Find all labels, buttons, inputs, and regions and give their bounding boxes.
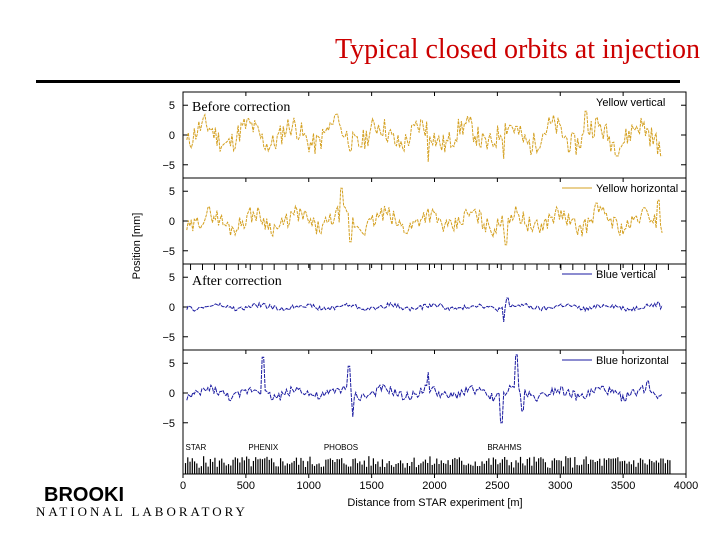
x-axis: 0 500 1000 1500 2000 2500 3000 3500 4000 bbox=[180, 474, 698, 492]
annotation-after-correction: After correction bbox=[192, 274, 282, 289]
y-tick-label: 5 bbox=[169, 186, 175, 198]
y-tick-label: 0 bbox=[169, 216, 175, 228]
x-tick-label: 1500 bbox=[359, 480, 383, 492]
legend-label: Blue horizontal bbox=[596, 355, 669, 367]
y-tick-label: −5 bbox=[162, 418, 175, 430]
lab-logo-subtext: NATIONAL LABORATORY bbox=[36, 504, 248, 519]
location-marker: PHOBOS bbox=[324, 443, 358, 452]
location-marker: BRAHMS bbox=[487, 443, 521, 452]
series-line-blue-horizontal bbox=[186, 354, 663, 424]
y-tick-label: 5 bbox=[169, 358, 175, 370]
legend-label: Yellow vertical bbox=[596, 97, 665, 109]
x-axis-label: Distance from STAR experiment [m] bbox=[347, 497, 522, 509]
series-line-yellow-horizontal bbox=[186, 187, 663, 246]
annotation-before-correction: Before correction bbox=[192, 100, 290, 115]
lab-logo-text: BROOKI bbox=[44, 484, 124, 506]
legend-label: Blue vertical bbox=[596, 269, 656, 281]
y-tick-label: −5 bbox=[162, 332, 175, 344]
x-tick-label: 2000 bbox=[422, 480, 446, 492]
location-marker: PHENIX bbox=[248, 443, 278, 452]
y-tick-label: 0 bbox=[169, 302, 175, 314]
y-axis-label: Position [mm] bbox=[131, 213, 143, 280]
y-tick-label: 5 bbox=[169, 272, 175, 284]
x-tick-label: 3500 bbox=[611, 480, 635, 492]
y-tick-label: 0 bbox=[169, 130, 175, 142]
plot-panels: 5 0 −5 Yellow vertical 5 0 −5 Yellow horizontal… bbox=[162, 91, 687, 475]
y-tick-label: −5 bbox=[162, 160, 175, 172]
series-line-yellow-vertical bbox=[186, 110, 663, 162]
title-rule bbox=[36, 80, 680, 83]
x-tick-label: 0 bbox=[180, 480, 186, 492]
x-tick-label: 3000 bbox=[548, 480, 572, 492]
location-marker: STAR bbox=[186, 443, 207, 452]
y-tick-label: 0 bbox=[169, 388, 175, 400]
x-tick-label: 2500 bbox=[485, 480, 509, 492]
x-tick-label: 500 bbox=[237, 480, 255, 492]
y-tick-label: 5 bbox=[169, 100, 175, 112]
slide-title: Typical closed orbits at injection bbox=[334, 34, 700, 65]
x-tick-label: 4000 bbox=[674, 480, 698, 492]
series-line-blue-vertical bbox=[186, 297, 663, 322]
x-tick-label: 1000 bbox=[297, 480, 321, 492]
legend-label: Yellow horizontal bbox=[596, 183, 678, 195]
y-tick-label: −5 bbox=[162, 246, 175, 258]
